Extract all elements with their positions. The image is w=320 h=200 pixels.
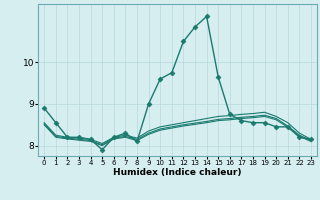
X-axis label: Humidex (Indice chaleur): Humidex (Indice chaleur) bbox=[113, 168, 242, 177]
